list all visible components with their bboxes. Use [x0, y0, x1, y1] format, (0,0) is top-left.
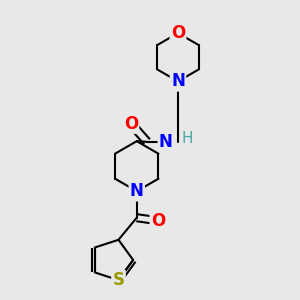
Text: O: O — [124, 115, 138, 133]
Text: O: O — [151, 212, 165, 230]
Text: H: H — [182, 131, 193, 146]
Text: N: N — [171, 72, 185, 90]
Text: S: S — [112, 271, 124, 289]
Text: N: N — [159, 133, 173, 151]
Text: O: O — [171, 24, 185, 42]
Text: N: N — [130, 182, 144, 200]
